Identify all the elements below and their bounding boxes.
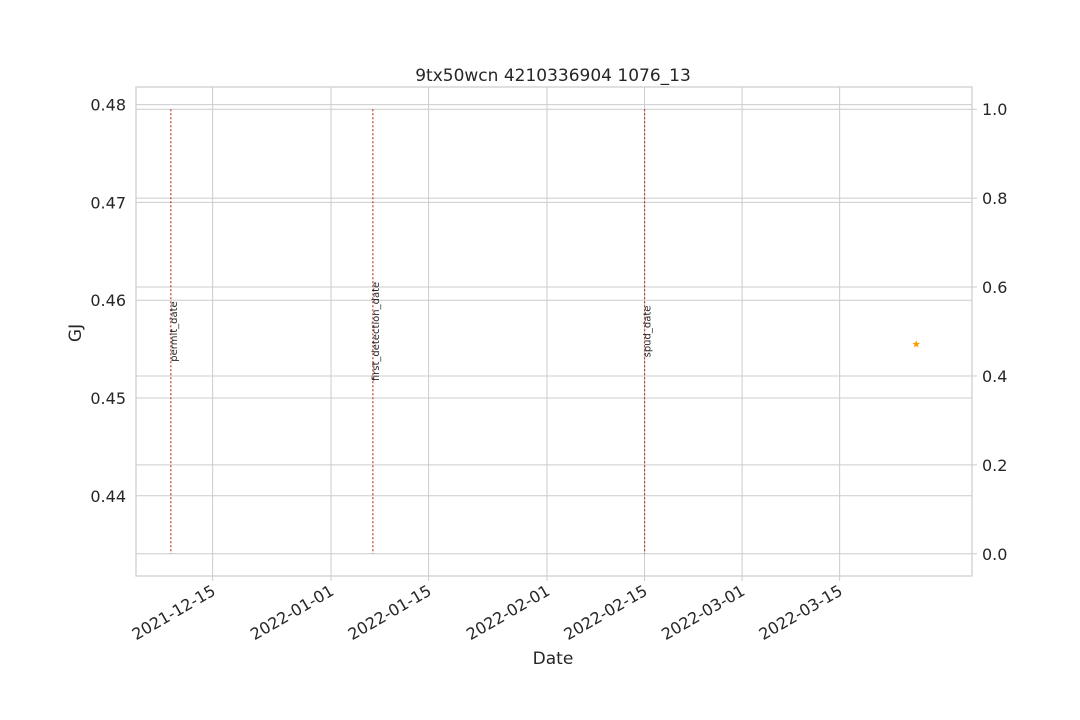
x-axis-label: Date [533, 649, 574, 669]
event-line-label: permit_date [169, 301, 180, 361]
y-right-tick-label: 0.8 [982, 189, 1007, 208]
y-right-tick-label: 0.0 [982, 545, 1007, 564]
y-right-tick-label: 0.6 [982, 278, 1007, 297]
event-line-label: first_detection_date [371, 282, 382, 381]
plot-frame [135, 86, 973, 577]
data-points [912, 340, 921, 348]
y-left-tick-label: 0.46 [90, 291, 126, 310]
chart-title: 9tx50wcn 4210336904 1076_13 [415, 66, 691, 86]
y-left-tick-labels: 0.44 0.45 0.46 0.47 0.48 [90, 96, 126, 506]
y-left-tick-label: 0.45 [90, 389, 126, 408]
y-left-tick-label: 0.47 [90, 193, 126, 212]
y-right-tick-label: 0.4 [982, 367, 1007, 386]
y-right-tick-labels: 0.0 0.2 0.4 0.6 0.8 1.0 [972, 100, 1007, 564]
data-point-star [912, 340, 921, 348]
y-left-tick-label: 0.44 [90, 487, 126, 506]
y-axis-label-left: GJ [66, 324, 86, 342]
y-right-tick-label: 0.2 [982, 456, 1007, 475]
y-left-tick-label: 0.48 [90, 96, 126, 115]
event-lines: permit_date first_detection_date spud_date [169, 109, 654, 554]
grid [136, 87, 972, 576]
event-line-label: spud_date [643, 306, 654, 358]
y-right-tick-label: 1.0 [982, 100, 1007, 119]
